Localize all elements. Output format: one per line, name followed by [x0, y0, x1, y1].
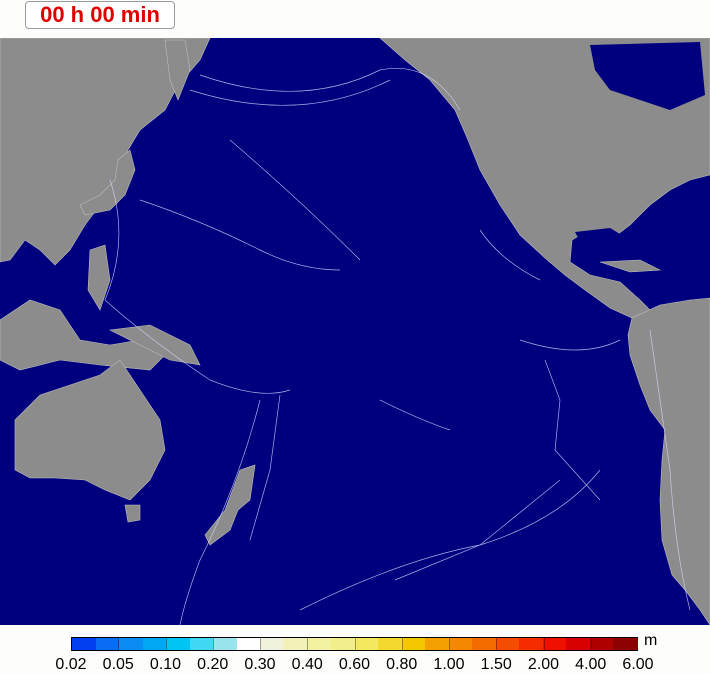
colorbar-tick-label: 0.60	[338, 656, 371, 673]
colorbar-segment	[166, 638, 191, 650]
colorbar-tick-label: 6.00	[622, 656, 654, 673]
colorbar-segment	[189, 638, 214, 650]
elapsed-time-label: 00 h 00 min	[25, 1, 175, 29]
pacific-tsunami-map	[0, 38, 710, 625]
colorbar-segment	[425, 638, 450, 650]
colorbar-segment	[613, 638, 638, 650]
colorbar-segment	[354, 638, 379, 650]
colorbar-tick-label: 0.30	[244, 656, 276, 673]
colorbar-segment	[213, 638, 238, 650]
colorbar-tick	[401, 638, 403, 650]
colorbar-tick-label: 0.02	[55, 656, 87, 673]
colorbar-segment	[589, 638, 615, 650]
colorbar-tick	[212, 638, 214, 650]
gulf-of-mexico	[575, 228, 630, 260]
colorbar-tick	[449, 638, 450, 650]
colorbar-tick-label: 0.05	[102, 656, 134, 673]
australia	[14, 359, 166, 501]
colorbar-tick	[590, 638, 592, 650]
kamchatka	[164, 39, 191, 101]
colorbar-segment	[542, 638, 567, 650]
colorbar-tick-label: 4.00	[575, 656, 607, 673]
colorbar-segment	[260, 638, 285, 650]
colorbar-tick-label: 0.10	[149, 656, 182, 673]
colorbar-tick	[354, 638, 356, 650]
colorbar-segment	[330, 638, 356, 650]
colorbar-tick-label: 1.00	[433, 656, 465, 673]
new-zealand	[204, 464, 256, 546]
wave-height-colorbar	[71, 637, 638, 651]
japan	[79, 149, 136, 216]
colorbar-unit: m	[644, 632, 658, 649]
colorbar-segment	[72, 638, 97, 650]
hudson-bay	[590, 42, 705, 110]
colorbar-segment	[142, 638, 167, 650]
colorbar-tick	[260, 638, 261, 650]
bathymetry-contours	[104, 67, 691, 625]
philippines	[87, 244, 111, 311]
caribbean-islands	[599, 259, 662, 273]
colorbar-segment	[472, 638, 497, 650]
colorbar-segment	[283, 638, 309, 650]
colorbar-segment	[119, 638, 144, 650]
colorbar-segment	[95, 638, 120, 650]
colorbar-segment	[519, 638, 544, 650]
colorbar-tick	[165, 638, 167, 650]
colorbar-tick-label: 0.20	[197, 656, 229, 673]
colorbar-segment	[448, 638, 473, 650]
colorbar-segment	[566, 638, 591, 650]
colorbar-segment	[378, 638, 403, 650]
colorbar-tick	[307, 638, 309, 650]
colorbar-segment	[401, 638, 426, 650]
colorbar-segment	[495, 638, 520, 650]
tasmania	[124, 504, 141, 523]
north-america	[379, 38, 710, 319]
colorbar-tick-label: 0.80	[386, 656, 418, 673]
new-guinea	[108, 324, 201, 366]
colorbar-tick	[118, 638, 120, 650]
colorbar-segment	[236, 638, 261, 650]
colorbar-tick	[543, 638, 545, 650]
colorbar-tick-label: 1.50	[480, 656, 512, 673]
colorbar-tick-label: 0.40	[291, 656, 323, 673]
colorbar-tick	[496, 638, 498, 650]
colorbar-tick-label: 2.00	[527, 656, 560, 673]
colorbar-segment	[307, 638, 332, 650]
